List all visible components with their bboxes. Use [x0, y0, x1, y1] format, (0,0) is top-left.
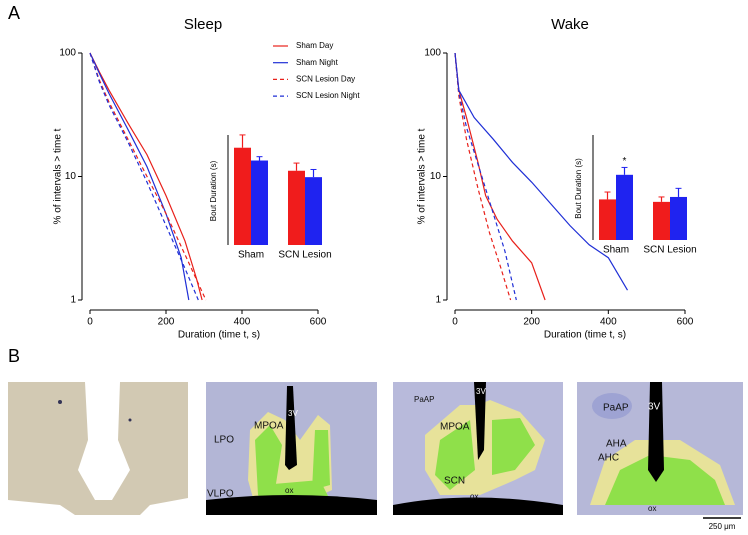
bar [305, 177, 322, 245]
survival-curve [454, 52, 512, 301]
y-tick-label: 100 [424, 48, 441, 59]
survival-curve [454, 52, 546, 301]
x-tick-label: 600 [677, 317, 694, 328]
region-label: VLPO [207, 489, 234, 500]
survival-curve [454, 52, 517, 301]
x-tick-label: SCN Lesion [278, 250, 331, 261]
y-axis-label: % of intervals > time t [53, 128, 64, 224]
x-tick-label: 200 [523, 317, 540, 328]
bar [616, 174, 633, 240]
x-tick-label: 200 [158, 317, 175, 328]
chart-title: Wake [551, 16, 589, 33]
region-label: ox [285, 486, 293, 495]
scale-bar-label: 250 μm [709, 522, 736, 531]
panel-label: A [8, 3, 20, 23]
y-axis-label: Bout Duration (s) [209, 160, 218, 221]
region-label: AHC [598, 453, 619, 464]
y-tick-label: 1 [435, 295, 441, 306]
y-axis-label: Bout Duration (s) [574, 158, 583, 219]
x-tick-label: SCN Lesion [643, 245, 696, 256]
x-axis-label: Duration (time t, s) [544, 330, 626, 341]
panel-label: B [8, 346, 20, 366]
x-axis-label: Duration (time t, s) [178, 330, 260, 341]
x-tick-label: 400 [234, 317, 251, 328]
histology-image [8, 382, 188, 515]
y-tick-label: 1 [70, 295, 76, 306]
significance-marker: * [623, 156, 627, 167]
bar [251, 160, 268, 245]
survival-curve [89, 52, 203, 301]
histology-image [393, 382, 563, 515]
region-label: AHA [606, 439, 627, 450]
region-label: LPO [214, 435, 234, 446]
chart-title: Sleep [184, 16, 222, 33]
bar [653, 201, 670, 240]
region-label: ox [648, 504, 656, 513]
bar [288, 170, 305, 245]
survival-curve [89, 52, 190, 301]
y-axis-label: % of intervals > time t [417, 128, 428, 224]
legend-label: SCN Lesion Night [296, 91, 360, 100]
region-label: ox [470, 492, 478, 501]
survival-curve [89, 52, 199, 301]
x-tick-label: Sham [238, 250, 264, 261]
x-tick-label: 0 [87, 317, 93, 328]
histology-image [577, 382, 743, 515]
region-label: SCN [444, 476, 465, 487]
x-tick-label: 600 [310, 317, 327, 328]
y-tick-label: 100 [59, 48, 76, 59]
x-tick-label: 400 [600, 317, 617, 328]
x-tick-label: 0 [452, 317, 458, 328]
bar [670, 196, 687, 240]
region-label: 3V [288, 409, 298, 418]
region-label: 3V [476, 387, 486, 396]
survival-curve [89, 52, 207, 301]
y-tick-label: 10 [430, 171, 442, 182]
legend-label: Sham Night [296, 58, 339, 67]
survival-curve [454, 52, 629, 291]
bar [599, 199, 616, 240]
bar [234, 147, 251, 245]
region-label: PaAP [414, 395, 434, 404]
legend-label: Sham Day [296, 41, 333, 50]
region-label: MPOA [254, 421, 284, 432]
region-label: MPOA [440, 422, 470, 433]
histology-image [206, 382, 377, 515]
region-label: PaAP [603, 403, 629, 414]
legend-label: SCN Lesion Day [296, 75, 355, 84]
y-tick-label: 10 [65, 171, 77, 182]
region-label: 3V [648, 402, 661, 413]
x-tick-label: Sham [603, 245, 629, 256]
